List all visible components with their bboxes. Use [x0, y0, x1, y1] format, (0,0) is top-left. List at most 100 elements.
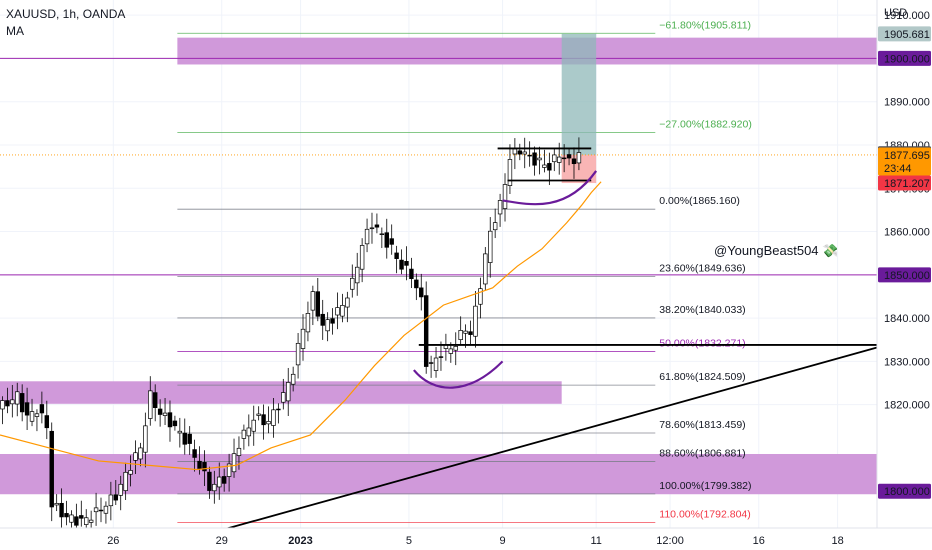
candle-body — [438, 356, 444, 358]
candle-body — [266, 421, 271, 425]
candle-body — [88, 519, 94, 523]
candle-body — [399, 259, 404, 270]
candle-45 — [221, 468, 227, 492]
candle-body — [532, 152, 537, 166]
candle-body — [315, 291, 321, 317]
supply-demand-zone-0 — [177, 37, 877, 65]
candle-35 — [172, 415, 178, 431]
candle-49 — [241, 424, 247, 450]
candle-body — [448, 348, 454, 354]
candle-31 — [152, 384, 158, 422]
candle-body — [10, 399, 15, 405]
candle-101 — [497, 193, 503, 227]
time-tick-label-3: 5 — [406, 535, 412, 547]
candle-3 — [15, 382, 20, 417]
candle-27 — [133, 440, 138, 474]
candle-body — [217, 476, 222, 488]
candle-62 — [305, 301, 311, 342]
price-label-box-5 — [878, 267, 931, 283]
ma-indicator-label[interactable]: MA — [6, 24, 24, 38]
candle-4 — [19, 384, 25, 422]
candle-body — [335, 307, 340, 316]
candle-93 — [458, 316, 463, 345]
fib-level-label-4: 38.20%(1840.033) — [659, 304, 745, 316]
author-watermark: @YoungBeast504 💸 — [714, 243, 839, 258]
candle-body — [187, 433, 192, 444]
candle-body — [453, 346, 458, 351]
candle-body — [128, 470, 133, 475]
candle-body — [330, 318, 335, 324]
candle-30 — [148, 376, 153, 426]
candle-32 — [157, 399, 163, 427]
candle-83 — [409, 257, 414, 289]
candle-body — [350, 277, 355, 290]
candle-97 — [478, 277, 483, 319]
candle-98 — [483, 247, 488, 291]
candle-body — [93, 507, 99, 513]
candle-50 — [246, 414, 252, 447]
price-tick-label-0: 1820.000 — [884, 400, 930, 412]
candle-body — [202, 462, 207, 472]
price-axis-unit: USD — [884, 7, 907, 19]
moving-average-line — [0, 181, 602, 471]
candle-body — [305, 313, 311, 333]
time-tick-label-5: 11 — [590, 535, 601, 547]
candle-body — [502, 184, 508, 209]
candle-88 — [433, 347, 439, 378]
candle-5 — [24, 387, 30, 431]
candle-body — [271, 409, 276, 426]
fib-level-label-5: 50.00%(1832.271) — [659, 338, 745, 350]
candle-89 — [438, 341, 444, 371]
candle-19 — [93, 492, 99, 526]
symbol-title[interactable]: XAUUSD, 1h, OANDA — [6, 7, 126, 21]
candle-61 — [300, 314, 306, 361]
candle-body — [552, 154, 557, 163]
candle-9 — [44, 400, 50, 440]
price-label-countdown-3: 23:44 — [884, 163, 912, 175]
candle-body — [423, 295, 429, 367]
candle-body — [497, 200, 503, 215]
fib-level-label-3: 23.60%(1849.636) — [659, 262, 745, 274]
fib-level-label-7: 78.60%(1813.459) — [659, 419, 745, 431]
candle-84 — [414, 273, 419, 301]
candle-body — [74, 516, 79, 526]
candle-51 — [251, 405, 256, 446]
candle-body — [162, 412, 168, 416]
candle-95 — [468, 320, 473, 345]
annotation-curve-1 — [502, 170, 598, 206]
price-tick-label-7: 1890.000 — [884, 97, 930, 109]
candle-99 — [488, 217, 493, 278]
candle-72 — [354, 252, 360, 296]
candle-body — [152, 392, 158, 408]
candle-12 — [59, 488, 64, 532]
candle-73 — [359, 238, 365, 283]
candle-body — [419, 287, 424, 298]
candle-body — [19, 393, 25, 413]
candle-body — [483, 253, 488, 285]
candle-11 — [54, 494, 59, 512]
candle-body — [478, 288, 483, 305]
candle-70 — [345, 291, 350, 323]
candle-body — [177, 430, 183, 434]
candle-36 — [177, 417, 183, 448]
candle-body — [547, 163, 552, 171]
position-target-zone — [561, 33, 597, 155]
candle-66 — [325, 312, 330, 342]
fib-level-label-9: 100.00%(1799.382) — [659, 480, 751, 492]
candle-body — [379, 233, 385, 235]
candle-78 — [384, 218, 389, 259]
candle-body — [507, 159, 513, 186]
fib-level-label-8: 88.60%(1806.881) — [659, 447, 745, 459]
price-tick-label-1: 1830.000 — [884, 356, 930, 368]
candle-43 — [212, 470, 217, 504]
candle-body — [404, 261, 409, 266]
candle-body — [231, 453, 237, 473]
candle-59 — [290, 366, 296, 392]
candle-body — [286, 382, 291, 402]
candle-65 — [320, 299, 325, 340]
price-tick-label-9: 1910.000 — [884, 10, 930, 22]
candle-body — [133, 452, 138, 461]
candle-57 — [281, 378, 286, 410]
candle-74 — [364, 218, 370, 253]
